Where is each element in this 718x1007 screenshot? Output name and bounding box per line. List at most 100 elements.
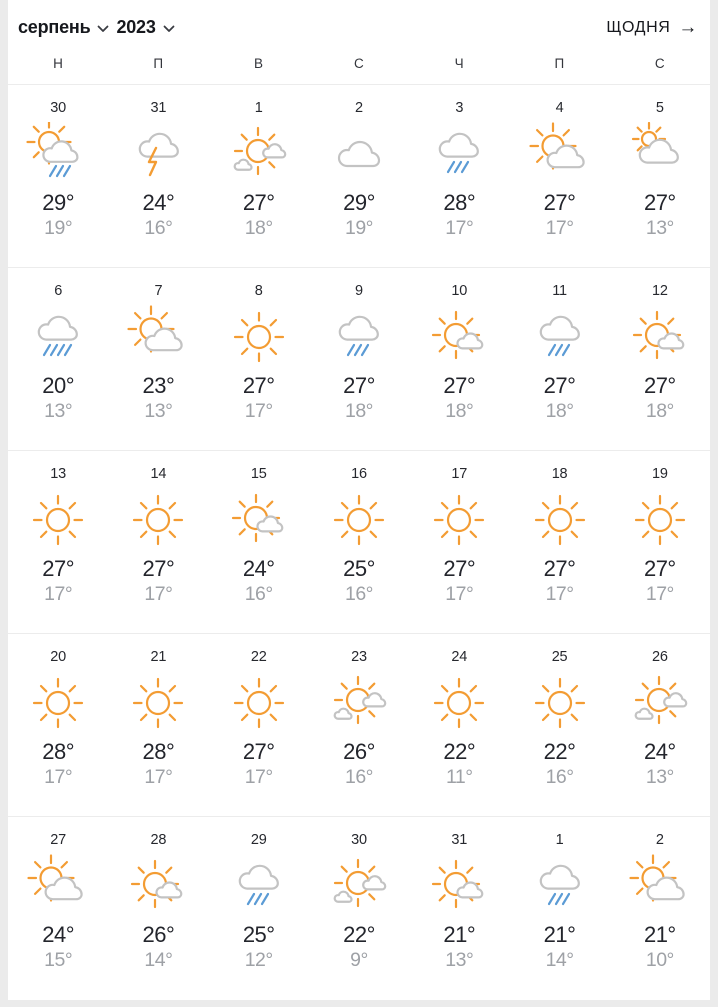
day-cell[interactable]: 29 25° 12° — [208, 816, 309, 999]
day-date: 28 — [150, 832, 167, 848]
day-low-temp: 13° — [445, 949, 474, 972]
day-high-temp: 23° — [142, 373, 175, 398]
day-date: 22 — [250, 649, 267, 665]
day-cell[interactable]: 20 28° 17° — [8, 633, 109, 816]
day-date: 17 — [451, 466, 468, 482]
day-date: 4 — [555, 100, 564, 116]
day-cell[interactable]: 1 27° 18° — [208, 84, 309, 267]
day-cell[interactable]: 24 22° 11° — [409, 633, 510, 816]
weekday-label-wed: С — [353, 56, 365, 71]
day-low-temp: 17° — [645, 583, 675, 606]
day-date: 25 — [551, 649, 568, 665]
day-low-temp: 12° — [244, 949, 274, 972]
day-date: 30 — [351, 832, 367, 848]
day-low-temp: 13° — [645, 766, 675, 789]
day-date: 10 — [451, 283, 468, 299]
month-dropdown-label[interactable]: серпень — [18, 17, 91, 37]
day-low-temp: 19° — [344, 217, 374, 240]
day-cell[interactable]: 23 26° 16° — [308, 633, 410, 816]
day-cell[interactable]: 31 24° 16° — [108, 84, 209, 267]
mostly-sunny-icon — [427, 854, 491, 918]
weekday-label-sat: С — [654, 56, 665, 71]
day-low-temp: 17° — [144, 583, 173, 606]
day-cell[interactable]: 9 27° 18° — [308, 267, 410, 450]
day-high-temp: 29° — [42, 190, 75, 215]
daily-view-link[interactable]: ЩОДНЯ → — [606, 17, 698, 39]
day-cell[interactable]: 25 22° 16° — [509, 633, 610, 816]
day-cell[interactable]: 7 23° 13° — [108, 267, 209, 450]
day-cell[interactable]: 21 28° 17° — [108, 633, 209, 816]
sun-icon — [26, 671, 90, 735]
day-high-temp: 27° — [643, 190, 676, 215]
sun-icon — [26, 488, 90, 552]
day-date: 2 — [655, 832, 664, 848]
sun-icon — [126, 488, 190, 552]
sun-cloud-icon — [528, 122, 592, 186]
day-cell[interactable]: 22 27° 17° — [208, 633, 309, 816]
year-dropdown-label[interactable]: 2023 — [116, 17, 156, 37]
day-cell[interactable]: 8 27° 17° — [208, 267, 309, 450]
mostly-sunny-icon — [628, 305, 692, 369]
day-cell[interactable]: 16 25° 16° — [308, 450, 410, 633]
day-cell[interactable]: 14 27° 17° — [108, 450, 209, 633]
day-low-temp: 18° — [344, 400, 374, 423]
day-cell[interactable]: 2 21° 10° — [609, 816, 710, 999]
day-cell[interactable]: 10 27° 18° — [409, 267, 510, 450]
day-cell[interactable]: 31 21° 13° — [409, 816, 510, 999]
day-high-temp: 24° — [643, 739, 676, 764]
day-cell[interactable]: 3 28° 17° — [409, 84, 510, 267]
day-cell[interactable]: 27 24° 15° — [8, 816, 109, 999]
sun-clouds-icon — [227, 122, 291, 186]
day-cell[interactable]: 30 22° 9° — [308, 816, 410, 999]
day-high-temp: 27° — [643, 556, 676, 581]
month-year-selector[interactable]: серпень 2023 — [18, 17, 175, 38]
thunder-icon — [126, 122, 190, 186]
day-date: 12 — [651, 283, 668, 299]
daily-view-label[interactable]: ЩОДНЯ — [606, 18, 671, 36]
day-low-temp: 13° — [44, 400, 73, 423]
day-cell[interactable]: 26 24° 13° — [609, 633, 710, 816]
mostly-sunny-icon — [227, 488, 291, 552]
day-high-temp: 20° — [42, 373, 75, 398]
day-cell[interactable]: 5 27° 13° — [609, 84, 710, 267]
day-cell[interactable]: 17 27° 17° — [409, 450, 510, 633]
cloud-rain-icon — [227, 854, 291, 918]
day-low-temp: 16° — [144, 217, 173, 240]
day-high-temp: 26° — [343, 739, 375, 764]
day-low-temp: 17° — [44, 766, 73, 789]
day-date: 29 — [250, 832, 267, 848]
day-low-temp: 9° — [350, 949, 368, 972]
day-cell[interactable]: 30 29° 19° — [8, 84, 109, 267]
cloud-rain-icon — [427, 122, 491, 186]
day-cell[interactable]: 28 26° 14° — [108, 816, 209, 999]
chevron-down-icon[interactable] — [97, 25, 109, 33]
cloud-heavy-rain-icon — [26, 305, 90, 369]
day-high-temp: 27° — [543, 190, 576, 215]
day-low-temp: 17° — [44, 583, 73, 606]
day-high-temp: 21° — [443, 922, 476, 947]
day-high-temp: 28° — [42, 739, 75, 764]
day-date: 31 — [150, 100, 167, 116]
day-cell[interactable]: 18 27° 17° — [509, 450, 610, 633]
day-cell[interactable]: 11 27° 18° — [509, 267, 610, 450]
day-cell[interactable]: 15 24° 16° — [208, 450, 309, 633]
day-cell[interactable]: 6 20° 13° — [8, 267, 109, 450]
day-cell[interactable]: 2 29° 19° — [308, 84, 410, 267]
weekday-label-mon: П — [153, 56, 164, 71]
day-cell[interactable]: 1 21° 14° — [509, 816, 610, 999]
arrow-right-icon[interactable]: → — [678, 16, 698, 38]
day-high-temp: 27° — [142, 556, 175, 581]
day-high-temp: 27° — [343, 373, 375, 398]
weekday-label-thu: Ч — [454, 56, 464, 71]
day-cell[interactable]: 4 27° 17° — [509, 84, 610, 267]
sun-icon — [126, 671, 190, 735]
day-low-temp: 14° — [545, 949, 575, 972]
day-date: 9 — [355, 283, 363, 299]
chevron-down-icon[interactable] — [163, 25, 175, 33]
day-cell[interactable]: 13 27° 17° — [8, 450, 109, 633]
cloud-icon — [327, 122, 391, 186]
day-date: 16 — [351, 466, 367, 482]
day-cell[interactable]: 12 27° 18° — [609, 267, 710, 450]
day-low-temp: 16° — [545, 766, 575, 789]
day-cell[interactable]: 19 27° 17° — [609, 450, 710, 633]
